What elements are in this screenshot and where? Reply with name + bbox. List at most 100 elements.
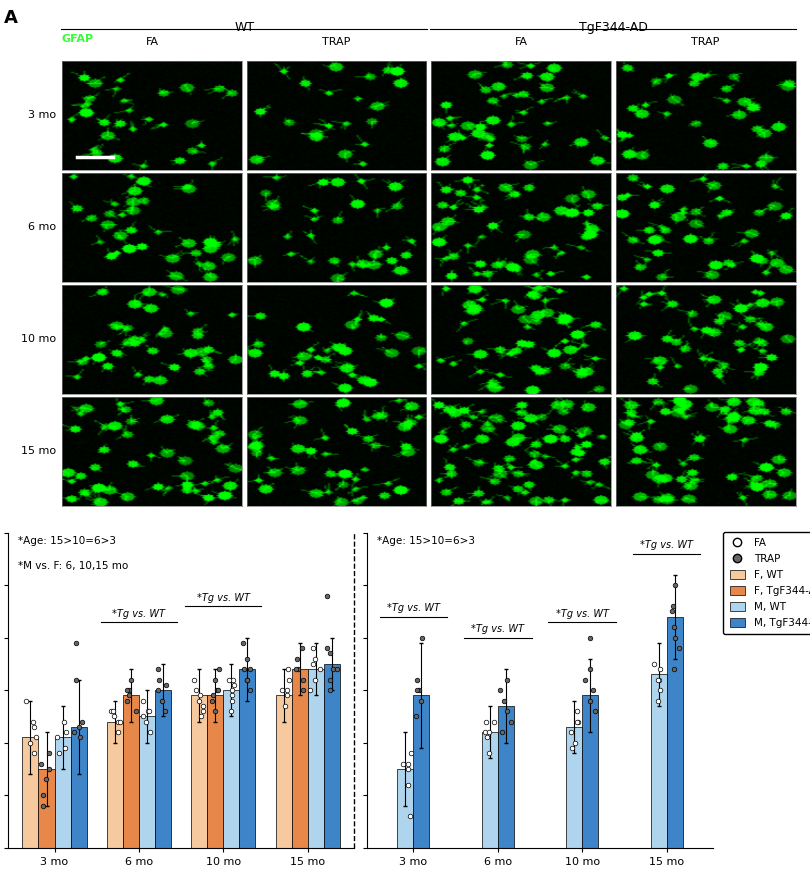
Point bbox=[141, 704, 154, 718]
Bar bbox=[398, 769, 413, 883]
Bar bbox=[155, 691, 171, 883]
Point bbox=[73, 720, 86, 734]
Point bbox=[654, 683, 667, 698]
Point bbox=[564, 725, 577, 739]
Point bbox=[589, 704, 602, 718]
Text: *Tg vs. WT: *Tg vs. WT bbox=[387, 603, 440, 614]
Point bbox=[667, 620, 680, 634]
Point bbox=[237, 662, 250, 676]
Text: *M vs. F: 6, 10,15 mo: *M vs. F: 6, 10,15 mo bbox=[19, 561, 129, 571]
Point bbox=[501, 673, 514, 687]
Bar bbox=[275, 696, 292, 883]
Point bbox=[143, 725, 156, 739]
Bar bbox=[139, 716, 155, 883]
Point bbox=[130, 704, 143, 718]
Point bbox=[112, 714, 125, 728]
Point bbox=[321, 589, 334, 603]
Text: *Tg vs. WT: *Tg vs. WT bbox=[640, 540, 693, 550]
Point bbox=[53, 746, 66, 760]
Point bbox=[224, 704, 237, 718]
Point bbox=[50, 730, 63, 744]
Point bbox=[324, 646, 337, 660]
Point bbox=[122, 689, 135, 703]
Point bbox=[411, 683, 424, 698]
Point bbox=[36, 798, 49, 812]
Text: A: A bbox=[4, 9, 18, 26]
Point bbox=[36, 789, 49, 803]
Bar bbox=[482, 732, 498, 883]
Point bbox=[501, 704, 514, 718]
Point bbox=[43, 746, 56, 760]
Point bbox=[572, 714, 585, 728]
Point bbox=[120, 683, 133, 698]
Point bbox=[188, 673, 201, 687]
Point bbox=[488, 714, 501, 728]
Point bbox=[223, 673, 236, 687]
Text: FA: FA bbox=[514, 36, 527, 47]
Point bbox=[587, 683, 600, 698]
Text: *Age: 15>10=6>3: *Age: 15>10=6>3 bbox=[377, 536, 475, 546]
Point bbox=[583, 693, 596, 707]
Point bbox=[280, 689, 293, 703]
Point bbox=[673, 641, 686, 655]
Point bbox=[29, 730, 42, 744]
Point bbox=[479, 725, 492, 739]
Text: 10 mo: 10 mo bbox=[20, 334, 56, 344]
Point bbox=[243, 662, 256, 676]
Text: *Tg vs. WT: *Tg vs. WT bbox=[471, 624, 524, 635]
Point bbox=[212, 662, 225, 676]
Point bbox=[321, 641, 334, 655]
Point bbox=[330, 662, 343, 676]
Point bbox=[313, 662, 326, 676]
Point bbox=[496, 725, 509, 739]
Point bbox=[306, 641, 319, 655]
Bar bbox=[39, 769, 54, 883]
Point bbox=[113, 714, 126, 728]
Text: TgF344-AD: TgF344-AD bbox=[579, 21, 648, 34]
Point bbox=[108, 709, 121, 723]
Point bbox=[74, 730, 87, 744]
Point bbox=[136, 693, 149, 707]
Bar bbox=[498, 706, 514, 883]
Text: 15 mo: 15 mo bbox=[20, 446, 56, 457]
Point bbox=[124, 673, 137, 687]
Point bbox=[667, 662, 680, 676]
Point bbox=[192, 693, 205, 707]
Point bbox=[225, 689, 238, 703]
Point bbox=[483, 746, 496, 760]
Point bbox=[237, 636, 250, 650]
Point bbox=[415, 693, 428, 707]
Point bbox=[416, 630, 428, 645]
Point bbox=[291, 652, 304, 666]
Bar bbox=[308, 669, 324, 883]
Point bbox=[207, 689, 220, 703]
Bar bbox=[413, 696, 429, 883]
Point bbox=[401, 757, 414, 771]
Point bbox=[197, 698, 210, 713]
Point bbox=[480, 714, 492, 728]
Point bbox=[396, 757, 409, 771]
Point bbox=[289, 662, 302, 676]
Point bbox=[67, 725, 80, 739]
Bar bbox=[224, 691, 239, 883]
Bar bbox=[667, 616, 683, 883]
Point bbox=[206, 693, 219, 707]
Point bbox=[194, 709, 207, 723]
Bar bbox=[582, 696, 599, 883]
Point bbox=[569, 736, 582, 750]
Text: GFAP: GFAP bbox=[62, 34, 93, 44]
Point bbox=[243, 683, 256, 698]
Bar bbox=[292, 669, 308, 883]
Bar bbox=[107, 721, 123, 883]
Point bbox=[275, 683, 288, 698]
Point bbox=[241, 673, 254, 687]
Text: WT: WT bbox=[234, 21, 254, 34]
Point bbox=[59, 725, 72, 739]
Point bbox=[28, 720, 41, 734]
Point bbox=[151, 662, 164, 676]
Point bbox=[107, 704, 120, 718]
Point bbox=[583, 662, 596, 676]
Point bbox=[121, 693, 134, 707]
Point bbox=[123, 683, 136, 698]
Point bbox=[156, 693, 168, 707]
